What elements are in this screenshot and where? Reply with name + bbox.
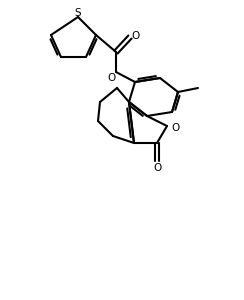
- Text: S: S: [75, 8, 81, 18]
- Text: O: O: [132, 31, 140, 41]
- Text: O: O: [171, 123, 179, 133]
- Text: O: O: [153, 163, 161, 173]
- Text: O: O: [108, 73, 116, 83]
